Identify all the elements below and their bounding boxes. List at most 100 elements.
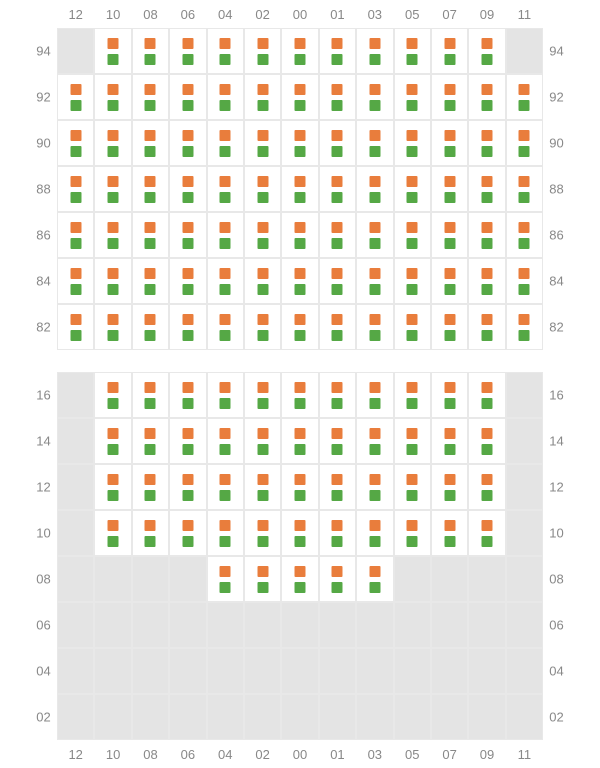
seat-cell[interactable] bbox=[394, 166, 431, 212]
seat-cell[interactable] bbox=[207, 212, 244, 258]
seat-cell[interactable] bbox=[468, 372, 505, 418]
seat-cell[interactable] bbox=[244, 464, 281, 510]
seat-cell[interactable] bbox=[207, 74, 244, 120]
seat-cell[interactable] bbox=[94, 418, 131, 464]
seat-cell[interactable] bbox=[281, 464, 318, 510]
seat-cell[interactable] bbox=[356, 304, 393, 350]
seat-cell[interactable] bbox=[281, 166, 318, 212]
seat-cell[interactable] bbox=[132, 418, 169, 464]
seat-cell[interactable] bbox=[57, 74, 94, 120]
seat-cell[interactable] bbox=[281, 74, 318, 120]
seat-cell[interactable] bbox=[431, 212, 468, 258]
seat-cell[interactable] bbox=[94, 372, 131, 418]
seat-cell[interactable] bbox=[431, 28, 468, 74]
seat-cell[interactable] bbox=[281, 556, 318, 602]
seat-cell[interactable] bbox=[169, 258, 206, 304]
seat-cell[interactable] bbox=[356, 28, 393, 74]
seat-cell[interactable] bbox=[281, 304, 318, 350]
seat-cell[interactable] bbox=[431, 464, 468, 510]
seat-cell[interactable] bbox=[57, 120, 94, 166]
seat-cell[interactable] bbox=[319, 258, 356, 304]
seat-cell[interactable] bbox=[244, 28, 281, 74]
seat-cell[interactable] bbox=[244, 212, 281, 258]
seat-cell[interactable] bbox=[132, 464, 169, 510]
seat-cell[interactable] bbox=[57, 166, 94, 212]
seat-cell[interactable] bbox=[356, 556, 393, 602]
seat-cell[interactable] bbox=[281, 418, 318, 464]
seat-cell[interactable] bbox=[244, 166, 281, 212]
seat-cell[interactable] bbox=[356, 74, 393, 120]
seat-cell[interactable] bbox=[281, 28, 318, 74]
seat-cell[interactable] bbox=[207, 464, 244, 510]
seat-cell[interactable] bbox=[394, 510, 431, 556]
seat-cell[interactable] bbox=[169, 74, 206, 120]
seat-cell[interactable] bbox=[356, 120, 393, 166]
seat-cell[interactable] bbox=[319, 212, 356, 258]
seat-cell[interactable] bbox=[356, 166, 393, 212]
seat-cell[interactable] bbox=[169, 510, 206, 556]
seat-cell[interactable] bbox=[319, 120, 356, 166]
seat-cell[interactable] bbox=[244, 418, 281, 464]
seat-cell[interactable] bbox=[356, 418, 393, 464]
seat-cell[interactable] bbox=[431, 120, 468, 166]
seat-cell[interactable] bbox=[431, 166, 468, 212]
seat-cell[interactable] bbox=[356, 510, 393, 556]
seat-cell[interactable] bbox=[394, 28, 431, 74]
seat-cell[interactable] bbox=[319, 556, 356, 602]
seat-cell[interactable] bbox=[394, 372, 431, 418]
seat-cell[interactable] bbox=[319, 418, 356, 464]
seat-cell[interactable] bbox=[394, 464, 431, 510]
seat-cell[interactable] bbox=[132, 28, 169, 74]
seat-cell[interactable] bbox=[207, 418, 244, 464]
seat-cell[interactable] bbox=[132, 258, 169, 304]
seat-cell[interactable] bbox=[468, 166, 505, 212]
seat-cell[interactable] bbox=[431, 418, 468, 464]
seat-cell[interactable] bbox=[281, 212, 318, 258]
seat-cell[interactable] bbox=[132, 510, 169, 556]
seat-cell[interactable] bbox=[319, 372, 356, 418]
seat-cell[interactable] bbox=[94, 28, 131, 74]
seat-cell[interactable] bbox=[207, 120, 244, 166]
seat-cell[interactable] bbox=[431, 304, 468, 350]
seat-cell[interactable] bbox=[244, 304, 281, 350]
seat-cell[interactable] bbox=[394, 258, 431, 304]
seat-cell[interactable] bbox=[468, 120, 505, 166]
seat-cell[interactable] bbox=[207, 28, 244, 74]
seat-cell[interactable] bbox=[506, 166, 543, 212]
seat-cell[interactable] bbox=[394, 120, 431, 166]
seat-cell[interactable] bbox=[281, 372, 318, 418]
seat-cell[interactable] bbox=[431, 258, 468, 304]
seat-cell[interactable] bbox=[244, 120, 281, 166]
seat-cell[interactable] bbox=[169, 212, 206, 258]
seat-cell[interactable] bbox=[468, 74, 505, 120]
seat-cell[interactable] bbox=[506, 304, 543, 350]
seat-cell[interactable] bbox=[468, 304, 505, 350]
seat-cell[interactable] bbox=[244, 556, 281, 602]
seat-cell[interactable] bbox=[244, 74, 281, 120]
seat-cell[interactable] bbox=[94, 166, 131, 212]
seat-cell[interactable] bbox=[169, 418, 206, 464]
seat-cell[interactable] bbox=[132, 212, 169, 258]
seat-cell[interactable] bbox=[356, 258, 393, 304]
seat-cell[interactable] bbox=[281, 120, 318, 166]
seat-cell[interactable] bbox=[468, 464, 505, 510]
seat-cell[interactable] bbox=[207, 372, 244, 418]
seat-cell[interactable] bbox=[94, 304, 131, 350]
seat-cell[interactable] bbox=[207, 510, 244, 556]
seat-cell[interactable] bbox=[319, 464, 356, 510]
seat-cell[interactable] bbox=[431, 74, 468, 120]
seat-cell[interactable] bbox=[356, 464, 393, 510]
seat-cell[interactable] bbox=[169, 464, 206, 510]
seat-cell[interactable] bbox=[506, 258, 543, 304]
seat-cell[interactable] bbox=[132, 74, 169, 120]
seat-cell[interactable] bbox=[468, 418, 505, 464]
seat-cell[interactable] bbox=[94, 464, 131, 510]
seat-cell[interactable] bbox=[132, 120, 169, 166]
seat-cell[interactable] bbox=[431, 372, 468, 418]
seat-cell[interactable] bbox=[94, 258, 131, 304]
seat-cell[interactable] bbox=[57, 304, 94, 350]
seat-cell[interactable] bbox=[319, 510, 356, 556]
seat-cell[interactable] bbox=[394, 74, 431, 120]
seat-cell[interactable] bbox=[356, 372, 393, 418]
seat-cell[interactable] bbox=[506, 120, 543, 166]
